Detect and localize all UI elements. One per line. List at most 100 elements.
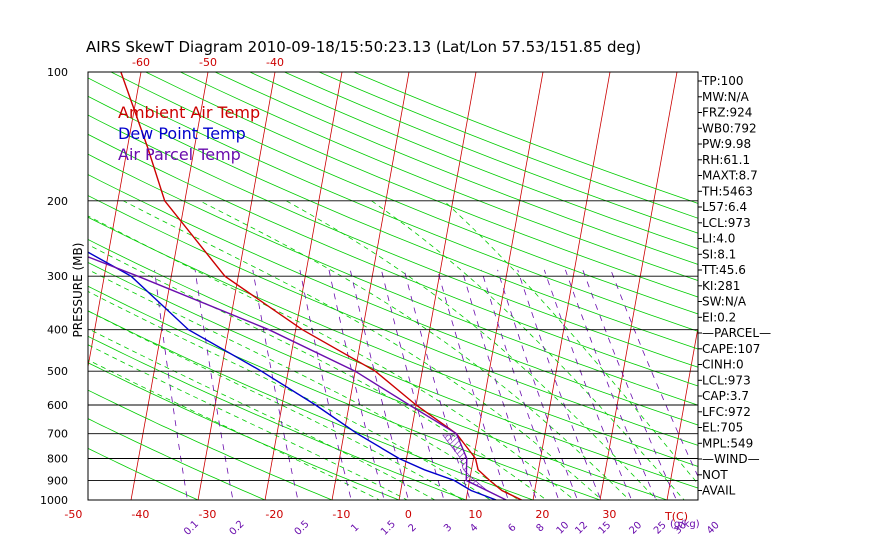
side-panel-item: MPL:549: [702, 436, 753, 450]
mixing-ratio-line: [543, 269, 633, 500]
side-panel-item: NOT: [702, 468, 728, 482]
bottom-temp-tick-label: -30: [198, 508, 216, 521]
moist-adiabat-line: [88, 344, 408, 500]
side-panel-item: TT:45.6: [701, 263, 746, 277]
dry-adiabat-line: [88, 335, 468, 500]
side-panel-item: EL:705: [702, 421, 743, 435]
mixing-ratio-unit-label: (g/kg): [670, 519, 700, 530]
mixing-ratio-line: [497, 269, 578, 500]
mixing-ratio-tick-label: 6: [506, 522, 518, 534]
mixing-ratio-tick-label: 8: [534, 522, 546, 534]
mixing-ratio-line: [154, 269, 188, 500]
pressure-tick-label: 100: [47, 66, 68, 79]
isotherm-line: [197, 72, 276, 500]
mixing-ratio-tick-label: 0.1: [182, 519, 201, 538]
cape-area: [442, 434, 498, 496]
background-grid: [0, 72, 870, 509]
top-temp-tick-label: -50: [199, 56, 217, 69]
dry-adiabat-line: [88, 239, 698, 489]
mixing-ratio-tick-label: 10: [555, 520, 572, 537]
dry-adiabat-line: [88, 418, 267, 500]
mixing-ratio-tick-label: 20: [627, 520, 644, 537]
isotherm-line: [264, 72, 343, 500]
mixing-ratio-tick-label: 1: [349, 522, 361, 534]
temp-unit-label: T(C): [664, 510, 688, 523]
side-panel-item: CAP:3.7: [702, 389, 749, 403]
mixing-ratio-tick-label: 15: [597, 520, 614, 537]
isotherm-line: [666, 325, 698, 500]
moist-adiabat-line: [286, 200, 658, 500]
side-panel-item: MAXT:8.7: [702, 169, 758, 183]
dry-adiabat-line: [180, 72, 698, 281]
isotherm-line: [532, 72, 611, 500]
side-panel-item: RH:61.1: [702, 153, 750, 167]
dry-adiabat-line: [88, 447, 199, 500]
mixing-ratio-tick-label: 0.2: [228, 519, 247, 538]
mixing-ratio-tick-label: 40: [705, 520, 722, 537]
side-panel-item: CAPE:107: [702, 342, 760, 356]
isotherm-line: [799, 72, 870, 509]
dry-adiabat-line: [88, 262, 669, 500]
y-axis-label: PRESSURE (MB): [71, 243, 85, 338]
top-temp-tick-label: -60: [132, 56, 150, 69]
bottom-temp-tick-label: 0: [405, 508, 412, 521]
mixing-ratio-line: [381, 269, 445, 500]
pressure-tick-label: 200: [47, 195, 68, 208]
mixing-ratio-line: [403, 269, 471, 500]
moist-adiabat-line: [88, 290, 492, 500]
dry-adiabat-line: [284, 72, 698, 234]
mixing-ratio-tick-label: 3: [442, 522, 454, 534]
air-parcel-temp-line: [88, 256, 507, 500]
side-panel-item: LCL:973: [702, 373, 751, 387]
mixing-ratio-line: [349, 269, 409, 500]
side-panel-item: LI:4.0: [702, 232, 735, 246]
side-panel-item: WB0:792: [702, 121, 757, 135]
dry-adiabat-line: [249, 72, 698, 250]
side-panel-item: MW:N/A: [702, 90, 750, 104]
bottom-temp-tick-label: 20: [535, 508, 549, 521]
bottom-temp-tick-label: -10: [332, 508, 350, 521]
isotherm-line: [331, 72, 410, 500]
side-panel-item: —WIND—: [702, 452, 760, 466]
bottom-temp-tick-label: -40: [131, 508, 149, 521]
dry-adiabat-line: [88, 389, 334, 500]
isotherm-line: [599, 72, 678, 500]
mixing-ratio-line: [437, 269, 509, 500]
mixing-ratio-line: [517, 269, 602, 500]
moist-adiabat-line: [371, 200, 685, 500]
legend-ambient-air-temp: Ambient Air Temp: [118, 103, 260, 122]
pressure-tick-label: 400: [47, 324, 68, 337]
mixing-ratio-line: [252, 269, 299, 500]
isotherm-line: [0, 72, 74, 509]
dry-adiabat-line: [88, 95, 698, 350]
chart-title: AIRS SkewT Diagram 2010-09-18/15:50:23.1…: [86, 38, 641, 56]
mixing-ratio-tick-label: 2: [407, 522, 419, 534]
moist-adiabat-line: [88, 244, 547, 500]
mixing-ratio-line: [461, 269, 537, 500]
pressure-tick-label: 800: [47, 453, 68, 466]
dry-adiabat-line: [88, 310, 535, 500]
mixing-ratio-tick-label: 0.5: [293, 519, 312, 538]
dry-adiabat-line: [353, 72, 698, 204]
isotherm-line: [88, 72, 142, 369]
bottom-temp-tick-label: 30: [602, 508, 616, 521]
side-panel-item: CINH:0: [702, 358, 744, 372]
side-panel-item: EI:0.2: [702, 310, 736, 324]
dry-adiabat-line: [110, 72, 698, 315]
side-panel-item: FRZ:924: [702, 106, 752, 120]
sounding-lines: [88, 72, 522, 500]
dry-adiabat-line: [88, 362, 401, 500]
dry-adiabat-line: [145, 72, 698, 298]
dry-adiabat-line: [88, 195, 698, 446]
moist-adiabat-line: [88, 215, 575, 500]
side-panel-item: TH:5463: [701, 184, 753, 198]
pressure-tick-label: 500: [47, 365, 68, 378]
dew-point-temp-line: [88, 251, 497, 500]
dry-adiabat-line: [214, 72, 698, 265]
side-panel-item: L57:6.4: [702, 200, 747, 214]
pressure-tick-label: 600: [47, 399, 68, 412]
mixing-ratio-tick-label: 1.5: [379, 519, 398, 538]
dry-adiabat-line: [88, 77, 698, 332]
dry-adiabat-line: [88, 114, 698, 368]
